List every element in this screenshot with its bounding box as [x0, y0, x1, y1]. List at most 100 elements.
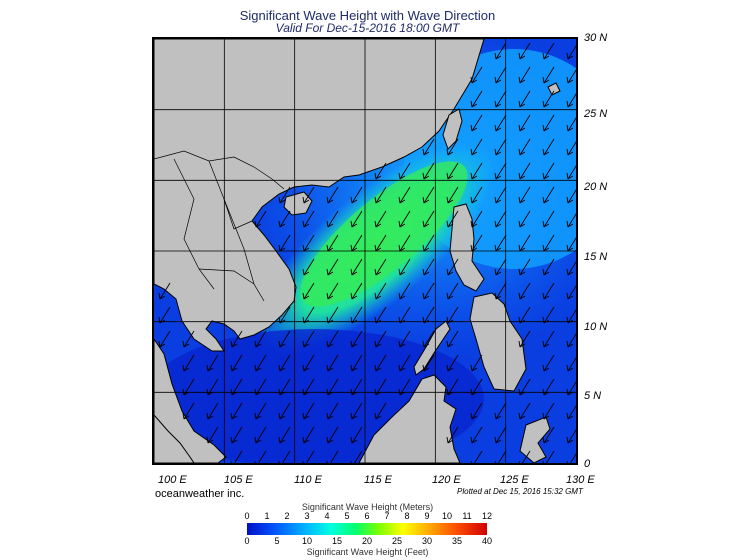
wave-arrow: [566, 405, 576, 420]
wave-direction-arrows: [158, 42, 576, 463]
wave-arrow: [494, 450, 507, 463]
colorbar-tick-feet: 35: [451, 536, 463, 546]
wave-arrow: [542, 378, 555, 396]
wave-arrow: [470, 186, 483, 204]
wave-arrow: [542, 426, 555, 444]
lat-label-30n: 30 N: [584, 32, 608, 44]
wave-arrow: [542, 402, 555, 420]
colorbar: [247, 523, 487, 535]
wave-arrow: [470, 378, 483, 396]
wave-arrow: [206, 402, 219, 420]
wave-arrow: [254, 450, 267, 463]
wave-arrow: [542, 186, 555, 204]
lon-label-100e: 100 E: [158, 474, 187, 486]
wave-arrow: [542, 90, 555, 108]
wave-arrow: [350, 378, 363, 396]
wave-arrow: [446, 138, 459, 156]
wave-arrow: [518, 330, 531, 348]
wave-arrow: [518, 234, 531, 252]
wave-arrow: [422, 186, 435, 204]
wave-arrow: [326, 234, 339, 252]
wave-arrow: [326, 186, 339, 204]
wave-arrow: [494, 426, 507, 444]
wave-arrow: [422, 234, 435, 252]
wave-arrow: [254, 210, 267, 228]
wave-arrow: [566, 333, 576, 348]
wave-arrow: [470, 138, 483, 156]
wave-arrow: [374, 282, 387, 300]
wave-arrow: [566, 309, 576, 324]
wave-arrow: [518, 210, 531, 228]
wave-arrow: [182, 402, 195, 420]
wave-arrow: [422, 258, 435, 276]
wave-arrow: [518, 114, 531, 132]
wave-arrow: [302, 258, 315, 276]
wave-arrow: [350, 330, 363, 348]
wave-arrow: [374, 258, 387, 276]
colorbar-tick-meters: 2: [284, 511, 290, 521]
wave-arrow: [350, 354, 363, 372]
wave-arrow: [518, 138, 531, 156]
wave-arrow: [302, 378, 315, 396]
wave-arrow: [446, 306, 459, 324]
wave-arrow: [422, 306, 435, 324]
wave-arrow: [566, 45, 576, 60]
wave-arrow: [542, 282, 555, 300]
wave-arrow: [542, 306, 555, 324]
wave-arrow: [542, 354, 555, 372]
wave-arrow: [326, 282, 339, 300]
border-indochina-d: [198, 268, 255, 285]
colorbar-title-feet: Significant Wave Height (Feet): [306, 547, 429, 557]
land-sulawesi: [519, 416, 551, 463]
lat-label-20n: 20 N: [584, 181, 608, 193]
colorbar-tick-feet: 0: [244, 536, 250, 546]
wave-arrow: [230, 402, 243, 420]
wave-arrow: [182, 378, 195, 396]
wave-arrow: [278, 402, 291, 420]
wave-arrow: [542, 114, 555, 132]
wave-arrow: [278, 354, 291, 372]
wave-arrow: [398, 354, 411, 372]
wave-arrow: [326, 378, 339, 396]
wave-arrow: [494, 258, 507, 276]
colorbar-tick-meters: 0: [244, 511, 250, 521]
wave-arrow: [374, 186, 387, 204]
wave-arrow: [470, 210, 483, 228]
wave-arrow: [374, 402, 387, 420]
wave-arrow: [398, 186, 411, 204]
land-malay-peninsula: [154, 338, 227, 463]
wave-arrow: [302, 282, 315, 300]
wave-arrow: [542, 258, 555, 276]
wave-arrow: [542, 42, 555, 60]
lon-label-130e: 130 E: [566, 474, 595, 486]
wave-arrow: [542, 162, 555, 180]
colorbar-tick-meters: 7: [384, 511, 390, 521]
wave-arrow: [302, 450, 315, 463]
wave-arrow: [470, 426, 483, 444]
lon-label-125e: 125 E: [500, 474, 529, 486]
wave-arrow: [518, 42, 531, 60]
plotted-timestamp: Plotted at Dec 15, 2016 15:32 GMT: [457, 487, 583, 496]
wave-map: [152, 37, 578, 465]
land-sumatra: [154, 414, 195, 463]
wave-arrow: [470, 114, 483, 132]
wave-arrow: [566, 357, 576, 372]
wave-arrow: [422, 354, 435, 372]
wave-arrow: [494, 186, 507, 204]
wave-arrow: [446, 354, 459, 372]
wave-arrow: [398, 306, 411, 324]
colorbar-tick-feet: 20: [361, 536, 373, 546]
lat-label-15n: 15 N: [584, 251, 608, 263]
wave-arrow: [566, 453, 576, 463]
wave-arrow: [494, 42, 507, 60]
wave-arrow: [398, 378, 411, 396]
wave-arrow: [566, 285, 576, 300]
colorbar-tick-meters: 12: [481, 511, 493, 521]
colorbar-tick-meters: 8: [404, 511, 410, 521]
wave-arrow: [470, 450, 483, 463]
colorbar-tick-meters: 9: [424, 511, 430, 521]
wave-arrow: [254, 378, 267, 396]
wave-arrow: [566, 189, 576, 204]
wave-arrow: [566, 141, 576, 156]
map-title: Significant Wave Height with Wave Direct…: [239, 8, 496, 23]
